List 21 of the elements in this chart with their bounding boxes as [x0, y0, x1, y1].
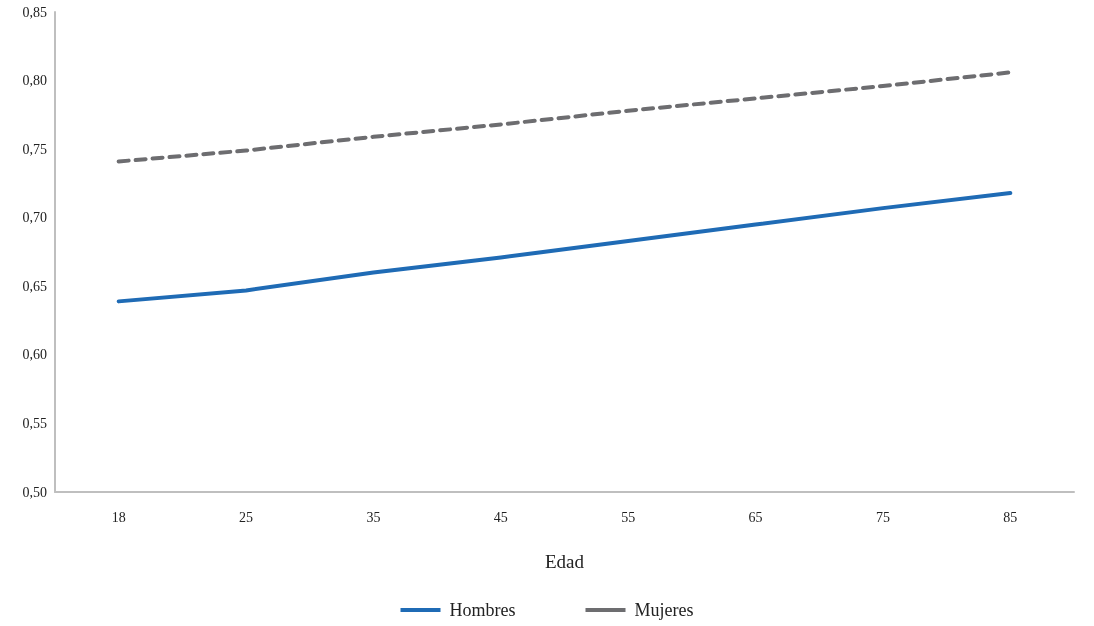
x-axis-title: Edad — [544, 551, 585, 572]
x-tick-label: 85 — [1003, 509, 1018, 525]
x-tick-label: 18 — [111, 509, 126, 525]
x-tick-label: 75 — [875, 509, 890, 525]
x-tick-label: 45 — [493, 509, 508, 525]
legend-label: Hombres — [449, 600, 516, 620]
y-tick-label: 0,70 — [22, 210, 47, 226]
x-tick-label: 35 — [366, 509, 381, 525]
y-tick-label: 0,85 — [22, 4, 47, 20]
y-tick-label: 0,80 — [22, 73, 47, 89]
legend-label: Mujeres — [634, 600, 694, 620]
line-series — [116, 191, 1013, 304]
x-tick-label: 65 — [748, 509, 763, 525]
line-series — [116, 70, 1013, 164]
y-tick-label: 0,50 — [22, 484, 47, 500]
y-tick-label: 0,65 — [22, 278, 47, 294]
y-tick-label: 0,55 — [22, 415, 47, 431]
y-tick-label: 0,60 — [22, 347, 47, 363]
y-tick-label: 0,75 — [22, 141, 47, 157]
x-tick-label: 25 — [239, 509, 254, 525]
x-tick-label: 55 — [621, 509, 636, 525]
